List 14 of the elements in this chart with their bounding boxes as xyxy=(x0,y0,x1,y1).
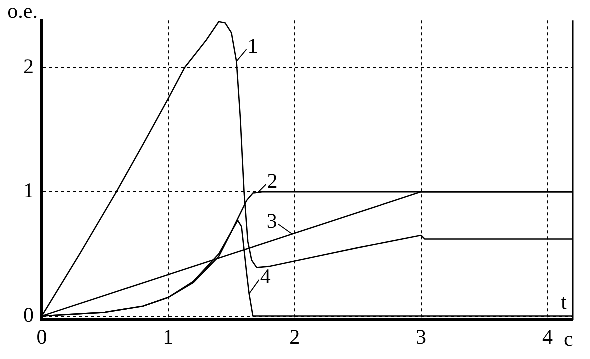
legend-label: 4 xyxy=(260,264,272,288)
x-tick-label: 2 xyxy=(290,325,300,350)
x-tick-label: 1 xyxy=(163,325,174,350)
legend-label: 1 xyxy=(248,34,258,58)
y-tick-label: 2 xyxy=(24,54,34,78)
x-axis-title: c xyxy=(564,327,574,352)
x-tick-label: 4 xyxy=(542,325,554,350)
legend-label: 2 xyxy=(267,169,278,194)
series-label: 3 xyxy=(266,208,278,233)
y-tick-label: 1 xyxy=(24,178,34,203)
annotation: t xyxy=(561,290,568,314)
x-tick-label: 3 xyxy=(416,325,427,350)
y-tick-label: 0 xyxy=(24,302,34,327)
y-axis-title: о.е. xyxy=(8,0,38,24)
